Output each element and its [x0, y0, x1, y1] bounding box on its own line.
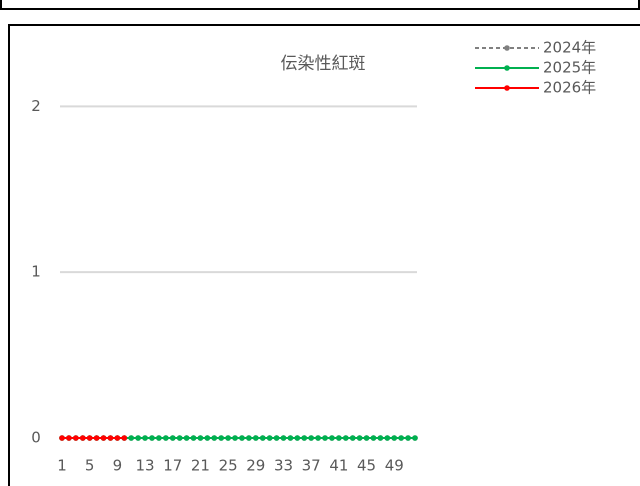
data-point — [266, 435, 273, 441]
data-point — [315, 435, 321, 441]
chart-title: 伝染性紅斑 — [281, 54, 366, 74]
data-point — [107, 435, 114, 441]
data-point — [218, 435, 224, 441]
data-point — [114, 435, 121, 441]
data-point — [79, 435, 86, 441]
data-point — [66, 435, 72, 441]
data-point — [211, 435, 218, 441]
data-point — [246, 435, 252, 441]
frame-above — [0, 0, 640, 10]
y-tick-label: 1 — [31, 263, 41, 281]
x-tick-label: 29 — [246, 457, 265, 475]
data-point — [225, 435, 231, 441]
data-point — [156, 435, 162, 441]
data-point — [93, 435, 100, 441]
legend-label: 2026年 — [543, 79, 596, 97]
chart-frame — [8, 24, 640, 486]
data-point — [363, 435, 370, 441]
data-point — [253, 435, 259, 441]
data-point — [412, 435, 418, 441]
data-point — [405, 435, 411, 441]
x-tick-label: 45 — [357, 457, 376, 475]
data-point — [176, 435, 183, 441]
x-tick-label: 41 — [329, 457, 348, 475]
x-tick-label: 5 — [85, 457, 95, 475]
data-point — [280, 435, 287, 441]
x-tick-label: 17 — [163, 457, 182, 475]
data-point — [273, 435, 280, 441]
x-tick-label: 49 — [385, 457, 404, 475]
x-tick-label: 13 — [136, 457, 155, 475]
data-point — [169, 435, 176, 441]
data-point — [384, 435, 391, 441]
data-point — [308, 435, 314, 441]
x-tick-label: 9 — [113, 457, 123, 475]
y-tick-label: 2 — [31, 97, 41, 115]
data-point — [391, 435, 398, 441]
data-point — [336, 435, 342, 441]
data-point — [370, 435, 377, 441]
data-point — [197, 435, 204, 441]
x-tick-label: 33 — [274, 457, 293, 475]
data-point — [190, 435, 197, 441]
legend-marker — [504, 65, 510, 71]
y-tick-label: 0 — [31, 429, 41, 447]
data-point — [121, 435, 128, 441]
data-point — [128, 435, 135, 441]
data-point — [73, 435, 79, 441]
data-point — [149, 435, 155, 441]
data-point — [329, 435, 335, 441]
data-point — [183, 435, 190, 441]
data-point — [163, 435, 169, 441]
data-point — [322, 435, 328, 441]
data-point — [398, 435, 404, 441]
data-point — [294, 435, 301, 441]
data-point — [259, 435, 266, 441]
legend-marker — [504, 85, 510, 91]
data-point — [142, 435, 148, 441]
data-point — [287, 435, 294, 441]
data-point — [86, 435, 93, 441]
data-point — [349, 435, 356, 441]
x-tick-label: 1 — [57, 457, 67, 475]
data-point — [59, 435, 65, 441]
data-point — [239, 435, 245, 441]
data-point — [356, 435, 363, 441]
x-tick-label: 25 — [219, 457, 238, 475]
legend-marker — [504, 45, 510, 51]
legend-label: 2025年 — [543, 59, 596, 77]
data-point — [301, 435, 308, 441]
x-tick-label: 37 — [302, 457, 321, 475]
data-point — [100, 435, 107, 441]
x-tick-label: 21 — [191, 457, 210, 475]
data-point — [135, 435, 141, 441]
data-point — [342, 435, 349, 441]
data-point — [377, 435, 384, 441]
legend-label: 2024年 — [543, 39, 596, 57]
data-point — [232, 435, 238, 441]
data-point — [204, 435, 211, 441]
